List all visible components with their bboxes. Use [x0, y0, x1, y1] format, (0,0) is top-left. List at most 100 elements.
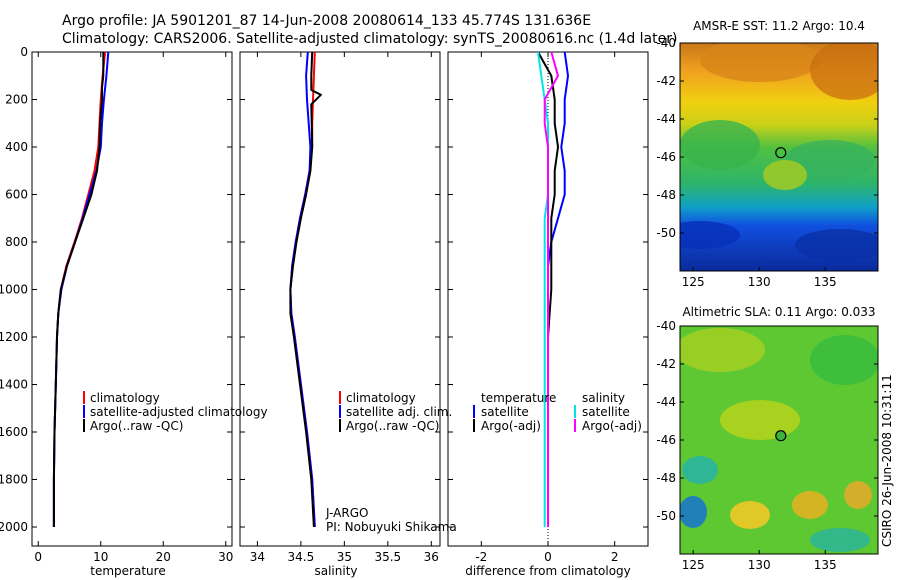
- sla-map-panel: Altimetric SLA: 0.11 Argo: 0.033 125 130 1…: [656, 305, 879, 572]
- sla-patch: [680, 496, 707, 528]
- difference-panel: -2 0 2 difference from climatology tempera…: [447, 51, 649, 578]
- legend-label-salinity-argo: Argo(-adj): [582, 419, 642, 433]
- y-tick-label: -40: [656, 36, 676, 50]
- legend-label-salinity-satellite: satellite: [582, 405, 630, 419]
- x-tick-label: 0: [34, 550, 42, 564]
- salinity-xlabel: salinity: [314, 564, 357, 578]
- legend-label-temperature-argo: Argo(-adj): [481, 419, 541, 433]
- y-tick-label: 400: [5, 140, 28, 154]
- salinity-panel: 34 34.5 35 35.5 36 salinity climatology sate…: [239, 51, 457, 578]
- x-tick-label: 135: [814, 558, 837, 572]
- x-tick-label: 35: [337, 550, 352, 564]
- y-tick-label: -46: [656, 433, 676, 447]
- x-tick-label: 2: [611, 550, 619, 564]
- sst-green-patch: [680, 120, 760, 170]
- temperature-xlabel: temperature: [90, 564, 165, 578]
- sla-map-ticks: 125 130 135 -40 -42 -44 -46 -48 -50: [656, 319, 878, 572]
- x-tick-label: 30: [218, 550, 233, 564]
- sla-field: [680, 326, 878, 554]
- sst-green-patch: [785, 140, 875, 180]
- x-tick-label: 0: [544, 550, 552, 564]
- x-tick-label: 125: [682, 558, 705, 572]
- sla-patch: [810, 528, 870, 552]
- temperature-axes-box: [31, 51, 233, 547]
- y-tick-label: 1600: [0, 425, 28, 439]
- y-tick-label: -46: [656, 150, 676, 164]
- argo-float-marker: [775, 430, 787, 442]
- sst-map-title: AMSR-E SST: 11.2 Argo: 10.4: [693, 19, 865, 33]
- annotation-pi: PI: Nobuyuki Shikama: [326, 520, 457, 534]
- sst-cold-patch: [680, 221, 740, 249]
- legend-label-satellite-adjusted: satellite-adjusted climatology: [90, 405, 268, 419]
- y-tick-label: -48: [656, 471, 676, 485]
- x-tick-label: 125: [682, 275, 705, 289]
- footer-stamp: CSIRO 26-Jun-2008 10:31:11: [880, 374, 894, 547]
- sla-patch: [730, 501, 770, 529]
- salinity-ticks: 34 34.5 35 35.5 36: [240, 51, 440, 564]
- series-line-argo-raw-qc: [52, 52, 105, 527]
- sla-patch: [844, 481, 872, 509]
- y-tick-label: -42: [656, 74, 676, 88]
- x-tick-label: 10: [93, 550, 108, 564]
- sst-cold-patch: [795, 229, 878, 261]
- y-tick-label: 600: [5, 188, 28, 202]
- sla-patch: [810, 335, 878, 385]
- header-line-2: Climatology: CARS2006. Satellite-adjuste…: [62, 31, 677, 47]
- y-tick-label: 800: [5, 235, 28, 249]
- y-tick-label: -48: [656, 188, 676, 202]
- y-tick-label: 0: [20, 45, 28, 59]
- header-line-1: Argo profile: JA 5901201_87 14-Jun-2008 …: [62, 13, 591, 29]
- sst-map-ticks: 125 130 135 -40 -42 -44 -46 -48 -50: [656, 36, 878, 289]
- legend-label-climatology: climatology: [346, 391, 416, 405]
- y-tick-label: -50: [656, 509, 676, 523]
- x-tick-label: 34.5: [288, 550, 315, 564]
- y-tick-label: -42: [656, 357, 676, 371]
- sst-map-panel: AMSR-E SST: 11.2 Argo: 10.4 125 130 135 -40…: [656, 19, 879, 289]
- legend-group-salinity: salinity: [582, 391, 625, 405]
- difference-xlabel: difference from climatology: [465, 564, 631, 578]
- temperature-panel: 0 10 20 30 0 200 400 600 800 1000 1200 1400 1600 1800…: [0, 45, 268, 578]
- legend-label-temperature-satellite: satellite: [481, 405, 529, 419]
- y-tick-label: 1200: [0, 330, 28, 344]
- y-tick-label: -44: [656, 112, 676, 126]
- x-tick-label: 130: [748, 558, 771, 572]
- y-tick-label: -50: [656, 226, 676, 240]
- x-tick-label: 20: [156, 550, 171, 564]
- series-line-salinity-argo-adj: [543, 51, 559, 527]
- y-tick-label: 1400: [0, 378, 28, 392]
- difference-legend: temperature satellite Argo(-adj) salinit…: [473, 391, 642, 433]
- annotation-program: J-ARGO: [325, 506, 368, 520]
- x-tick-label: 130: [748, 275, 771, 289]
- sla-patch: [682, 456, 718, 484]
- legend-label-argo: Argo(..raw -QC): [90, 419, 183, 433]
- y-tick-label: -40: [656, 319, 676, 333]
- series-line-argo-raw-qc: [289, 51, 322, 528]
- sst-yellow-patch: [763, 160, 807, 190]
- sla-patch: [792, 491, 828, 519]
- temperature-legend: climatology satellite-adjusted climatolo…: [83, 391, 268, 433]
- sst-warm-patch: [700, 43, 820, 82]
- argo-float-marker: [775, 147, 787, 159]
- salinity-lines: [289, 51, 322, 528]
- y-tick-label: -44: [656, 395, 676, 409]
- x-tick-label: 36: [424, 550, 439, 564]
- salinity-legend: climatology satellite adj. clim. Argo(..…: [339, 391, 452, 433]
- sla-patch: [720, 400, 800, 440]
- sla-patch: [680, 328, 765, 372]
- difference-ticks: -2 0 2: [448, 51, 648, 564]
- sst-warm-patch: [810, 43, 878, 100]
- temperature-ticks: 0 10 20 30 0 200 400 600 800 1000 1200 1400 1600 1800…: [0, 45, 233, 564]
- series-line-salinity-satellite: [537, 51, 549, 527]
- difference-lines: [537, 51, 569, 527]
- y-tick-label: 2000: [0, 520, 28, 534]
- sla-map-title: Altimetric SLA: 0.11 Argo: 0.033: [682, 305, 875, 319]
- legend-group-temperature: temperature: [481, 391, 556, 405]
- x-tick-label: 135: [814, 275, 837, 289]
- sst-field: [680, 43, 878, 271]
- x-tick-label: 34: [250, 550, 265, 564]
- temperature-lines: [52, 51, 110, 527]
- x-tick-label: 35.5: [374, 550, 401, 564]
- legend-label-climatology: climatology: [90, 391, 160, 405]
- y-tick-label: 1000: [0, 283, 28, 297]
